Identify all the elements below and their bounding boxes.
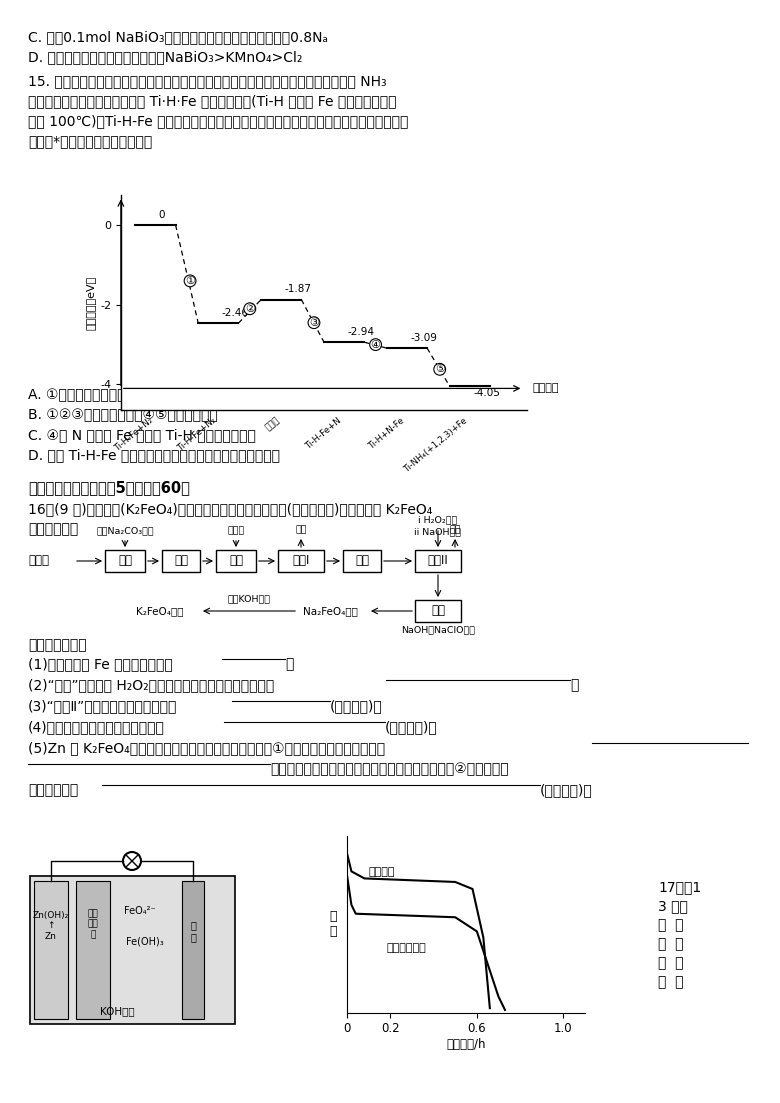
FancyBboxPatch shape [76,881,110,1019]
Text: 高鐵电池: 高鐵电池 [369,867,395,877]
Text: 滤液: 滤液 [449,525,461,534]
Text: 废鐵屑: 废鐵屑 [28,555,49,568]
Text: A. ①为氮氨三键的断裂过程: A. ①为氮氨三键的断裂过程 [28,388,142,401]
Text: (3)“过滤Ⅱ”步骤中滤渣的主要成分为: (3)“过滤Ⅱ”步骤中滤渣的主要成分为 [28,699,177,713]
Text: (5)Zn 和 K₂FeO₄可以组成高鐵电池，电池工作原理如图①所示，正极的电极反应式为: (5)Zn 和 K₂FeO₄可以组成高鐵电池，电池工作原理如图①所示，正极的电极… [28,741,385,754]
Text: 碱洗: 碱洗 [118,555,132,568]
Text: ②: ② [245,303,255,313]
Text: 反应历程: 反应历程 [533,384,559,394]
Text: i H₂O₂溶液: i H₂O₂溶液 [418,515,458,524]
Text: ；高鐵电池和常用的高能碱性电池的放电曲线如图②所示，高鐵: ；高鐵电池和常用的高能碱性电池的放电曲线如图②所示，高鐵 [270,762,509,777]
FancyBboxPatch shape [34,881,68,1019]
Text: ③: ③ [309,318,319,328]
Text: 。: 。 [570,678,579,692]
Text: 3 分）: 3 分） [658,899,688,913]
Text: 滤液: 滤液 [296,525,307,534]
FancyBboxPatch shape [415,550,461,572]
X-axis label: 放电时间/h: 放电时间/h [446,1038,486,1051]
FancyBboxPatch shape [343,550,381,572]
Y-axis label: 相对能量（eV）: 相对能量（eV） [86,276,96,330]
Text: 过滤I: 过滤I [292,555,310,568]
Text: 产率降低。我国科研人员研制了 Ti·H·Fe 双温区將化剂(Ti-H 区域和 Fe 区域的温度差可: 产率降低。我国科研人员研制了 Ti·H·Fe 双温区將化剂(Ti-H 区域和 F… [28,94,396,108]
Text: 酸溶: 酸溶 [229,555,243,568]
Text: (填化学式)。: (填化学式)。 [330,699,383,713]
Text: B. ①②③在高温区发生，④⑤在低温区发生: B. ①②③在高温区发生，④⑤在低温区发生 [28,408,218,422]
Text: 水洗: 水洗 [174,555,188,568]
Text: -2.94: -2.94 [347,326,374,338]
FancyBboxPatch shape [105,550,145,572]
Text: K₂FeO₄粗品: K₂FeO₄粗品 [136,606,184,615]
Text: 稀硫酸: 稀硫酸 [228,526,245,535]
Text: NaOH和NaClO溶液: NaOH和NaClO溶液 [401,625,475,634]
FancyBboxPatch shape [415,600,461,622]
Text: D. 此实验条件下，物质的氧化性：NaBiO₃>KMnO₄>Cl₂: D. 此实验条件下，物质的氧化性：NaBiO₃>KMnO₄>Cl₂ [28,50,303,64]
Text: -1.87: -1.87 [285,285,311,295]
Text: 沉鐵: 沉鐵 [355,555,369,568]
Text: 15. 热将化合成氨面临的两难问题是：采用高温增大反应速率的同时会因平衡限制导致 NH₃: 15. 热将化合成氨面临的两难问题是：采用高温增大反应速率的同时会因平衡限制导致… [28,74,387,88]
Text: 物种用*标注。下列说法正确的是: 物种用*标注。下列说法正确的是 [28,133,152,148]
Text: ⑤: ⑤ [434,364,445,374]
Text: 脂  厂: 脂 厂 [658,938,683,951]
Text: ④: ④ [370,340,381,350]
Text: C. 若有0.1mol NaBiO₃参加了反应，则整个过程转移电子0.8Nₐ: C. 若有0.1mol NaBiO₃参加了反应，则整个过程转移电子0.8Nₐ [28,30,328,44]
Text: C. ④为 N 原子由 Fe 区域向 Ti-H 区域的传递过程: C. ④为 N 原子由 Fe 区域向 Ti-H 区域的传递过程 [28,428,256,442]
Text: 碗
棒: 碗 棒 [190,920,196,942]
Text: (2)“沉鐵”步骤加入 H₂O₂溶液，其主要反应的离子方程式为: (2)“沉鐵”步骤加入 H₂O₂溶液，其主要反应的离子方程式为 [28,678,275,692]
Text: 回答下列问题：: 回答下列问题： [28,638,87,652]
Text: 电池的优点为: 电池的优点为 [28,783,78,797]
Text: 饱和KOH溶液: 饱和KOH溶液 [228,595,271,603]
Text: 。: 。 [285,657,293,671]
Text: 的流程如下：: 的流程如下： [28,522,78,536]
Text: FeO₄²⁻: FeO₄²⁻ [124,906,156,915]
Text: 0: 0 [158,210,165,219]
Text: 饱和Na₂CO₃溶液: 饱和Na₂CO₃溶液 [96,526,154,535]
FancyBboxPatch shape [30,876,235,1024]
Text: KOH溶液: KOH溶液 [100,1006,134,1016]
Text: (任写一点)。: (任写一点)。 [540,783,593,797]
FancyBboxPatch shape [182,881,204,1019]
Text: 高能碱性电池: 高能碱性电池 [386,943,426,953]
Text: 超过 100℃)。Ti-H-Fe 双温区將化合成氨的反应历程如图所示，其中吸附在將化剂表面上的: 超过 100℃)。Ti-H-Fe 双温区將化合成氨的反应历程如图所示，其中吸附在… [28,114,409,128]
Text: 16．(9 分)高鐵酸鯨(K₂FeO₄)可做饮用水消毒剂。以废鐵屑(表面带油污)为原料制备 K₂FeO₄: 16．(9 分)高鐵酸鯨(K₂FeO₄)可做饮用水消毒剂。以废鐵屑(表面带油污)… [28,502,432,516]
FancyBboxPatch shape [216,550,256,572]
Text: (4)该流程中可以循环利用的物质是: (4)该流程中可以循环利用的物质是 [28,720,165,733]
Text: -4.05: -4.05 [473,387,500,397]
Text: 氧化: 氧化 [431,604,445,618]
Text: Fe(OH)₃: Fe(OH)₃ [126,936,164,946]
Text: (1)高鐵酸鯨中 Fe 元素的化合价为: (1)高鐵酸鯨中 Fe 元素的化合价为 [28,657,172,671]
Text: -2.46: -2.46 [222,308,249,318]
FancyBboxPatch shape [278,550,324,572]
Text: Na₂FeO₄溶液: Na₂FeO₄溶液 [303,606,357,615]
Text: -3.09: -3.09 [410,333,437,343]
Text: 离子
交换
膜: 离子 交换 膜 [87,909,98,939]
Y-axis label: 电
压: 电 压 [329,910,337,939]
FancyBboxPatch shape [162,550,200,572]
Text: 废  弃: 废 弃 [658,956,683,970]
Text: ii NaOH溶液: ii NaOH溶液 [414,527,462,536]
Text: D. 使用 Ti-H-Fe 双温区將化剂使合成氨反应转变为吸热反应: D. 使用 Ti-H-Fe 双温区將化剂使合成氨反应转变为吸热反应 [28,448,280,462]
Text: 某  油: 某 油 [658,918,683,932]
Text: 17．（1: 17．（1 [658,880,701,895]
Text: 三、非选择题：本题共5小题，內60分: 三、非选择题：本题共5小题，內60分 [28,480,190,495]
Text: 过滤II: 过滤II [427,555,448,568]
Text: ①: ① [185,276,195,286]
Text: (填化学式)。: (填化学式)。 [385,720,438,733]
Text: 的  油: 的 油 [658,975,683,989]
Text: Zn(OH)₂
↑
Zn: Zn(OH)₂ ↑ Zn [33,911,69,941]
